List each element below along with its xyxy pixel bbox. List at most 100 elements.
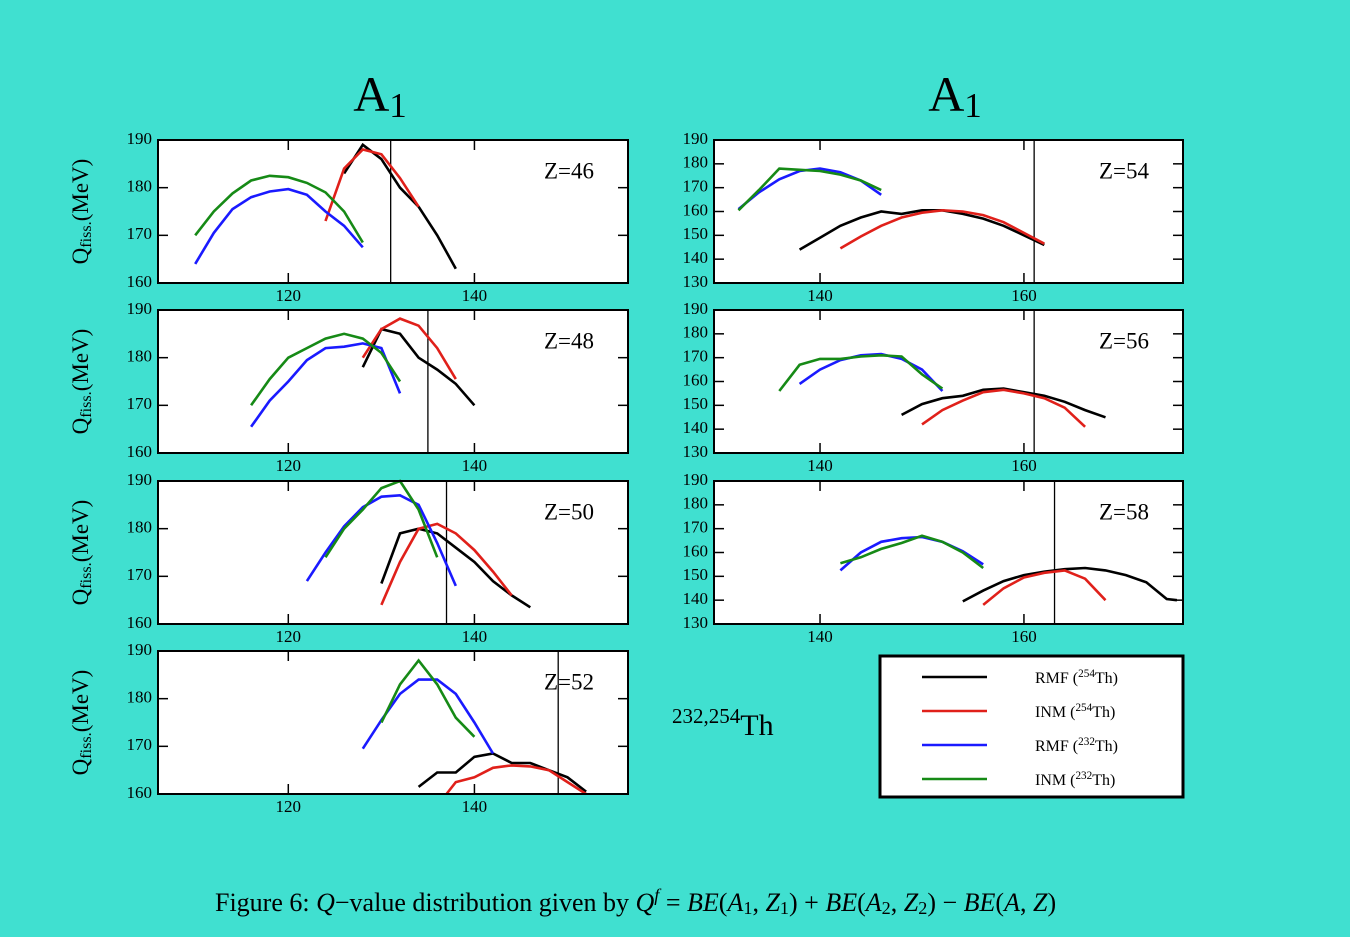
- x-tick-label: 140: [807, 627, 833, 646]
- column-title: A1: [928, 66, 982, 124]
- data-line: [778, 353, 944, 392]
- text-part: 254: [1075, 702, 1092, 714]
- data-line: [343, 142, 457, 270]
- text-part: ) +: [789, 888, 825, 917]
- panel: 140 160 130 140 150 160 170 180 190 Z=58: [683, 470, 1184, 646]
- text-part: Th): [1092, 704, 1115, 721]
- data-line: [305, 493, 457, 587]
- text-part: Figure 6:: [215, 888, 316, 917]
- legend-label: RMF (254Th): [1035, 668, 1118, 687]
- text-part: −value distribution given by: [335, 888, 636, 917]
- panel: 120 140 160 170 180 190 Z=48: [127, 299, 629, 475]
- y-tick-label: 160: [127, 613, 153, 632]
- data-line: [417, 752, 587, 793]
- text-part: =: [659, 888, 687, 917]
- x-tick-label: 160: [1011, 286, 1037, 305]
- text-part: (: [719, 888, 728, 917]
- text-part: ,: [1020, 888, 1033, 917]
- x-tick-label: 120: [276, 456, 302, 475]
- plot-area: [158, 310, 628, 453]
- y-tick-label: 190: [683, 470, 709, 489]
- text-part: 1: [389, 86, 407, 125]
- y-tick-label: 160: [127, 783, 153, 802]
- text-part: fiss.: [78, 562, 95, 588]
- x-tick-label: 120: [276, 797, 302, 816]
- y-tick-label: 190: [127, 640, 153, 659]
- panel: 120 140 160 170 180 190 Z=50: [127, 470, 629, 646]
- text-part: INM (: [1035, 704, 1075, 721]
- x-tick-label: 140: [462, 286, 488, 305]
- text-part: 232: [1078, 736, 1095, 748]
- text-part: INM (: [1035, 772, 1075, 789]
- y-axis-label: Qfiss.(MeV): [68, 329, 94, 435]
- x-tick-label: 140: [462, 456, 488, 475]
- text-part: f: [654, 885, 662, 905]
- text-part: ) −: [927, 888, 963, 917]
- y-tick-label: 170: [127, 565, 153, 584]
- text-part: fiss.: [78, 732, 95, 758]
- y-tick-label: 170: [683, 518, 709, 537]
- y-tick-label: 180: [683, 494, 709, 513]
- text-part: (MeV): [68, 159, 93, 222]
- data-line: [194, 187, 364, 265]
- data-line: [324, 479, 439, 559]
- panel-frame: [157, 480, 629, 625]
- data-line: [840, 534, 984, 570]
- text-part: BE: [825, 888, 857, 917]
- nucleus-label: 232,254Th: [672, 704, 774, 742]
- data-line: [380, 527, 532, 609]
- x-tick-label: 160: [1011, 627, 1037, 646]
- y-tick-label: 190: [127, 470, 153, 489]
- text-part: Q: [316, 888, 335, 917]
- y-tick-label: 160: [683, 370, 709, 389]
- y-tick-label: 150: [683, 224, 709, 243]
- x-tick-label: 120: [276, 627, 302, 646]
- data-line: [982, 569, 1107, 606]
- y-axis-label: Qfiss.(MeV): [68, 500, 94, 606]
- text-part: Z: [1033, 888, 1048, 917]
- text-part: RMF (: [1035, 670, 1078, 687]
- y-tick-label: 170: [127, 735, 153, 754]
- y-tick-label: 180: [683, 153, 709, 172]
- data-line: [737, 167, 882, 212]
- text-part: A: [928, 66, 964, 122]
- y-tick-label: 180: [127, 347, 153, 366]
- panel-frame: [157, 650, 629, 795]
- legend-label: RMF (232Th): [1035, 736, 1118, 755]
- text-part: A: [725, 888, 743, 917]
- y-tick-label: 130: [683, 613, 709, 632]
- text-part: A: [353, 66, 389, 122]
- text-part: ,: [891, 888, 904, 917]
- panel-frame: [713, 139, 1184, 284]
- data-line: [839, 208, 1045, 250]
- data-line: [921, 388, 1086, 428]
- panel-annotation: Z=56: [1099, 328, 1149, 353]
- x-tick-label: 140: [807, 456, 833, 475]
- text-part: 232,254: [672, 704, 741, 728]
- y-tick-label: 180: [127, 177, 153, 196]
- text-part: 232: [1075, 770, 1092, 782]
- y-tick-label: 140: [683, 589, 709, 608]
- panel: 140 160 130 140 150 160 170 180 190 Z=56: [683, 299, 1184, 475]
- panel-frame: [157, 309, 629, 454]
- data-line: [962, 566, 1178, 603]
- text-part: Z: [904, 888, 919, 917]
- y-tick-label: 180: [683, 323, 709, 342]
- panel-annotation: Z=58: [1099, 499, 1149, 524]
- text-part: Q: [68, 588, 93, 605]
- y-tick-label: 170: [127, 394, 153, 413]
- y-tick-label: 130: [683, 442, 709, 461]
- legend-label: INM (254Th): [1035, 702, 1115, 721]
- y-tick-label: 130: [683, 272, 709, 291]
- y-tick-label: 180: [127, 688, 153, 707]
- text-part: 254: [1078, 668, 1095, 680]
- text-part: fiss.: [78, 221, 95, 247]
- text-part: BE: [687, 888, 719, 917]
- data-line: [798, 209, 1045, 251]
- data-line: [324, 148, 420, 222]
- x-tick-label: 120: [276, 286, 302, 305]
- text-part: Th): [1095, 738, 1118, 755]
- panel: 120 140 160 170 180 190 Z=46: [127, 129, 629, 305]
- y-axis-label: Qfiss.(MeV): [68, 159, 94, 265]
